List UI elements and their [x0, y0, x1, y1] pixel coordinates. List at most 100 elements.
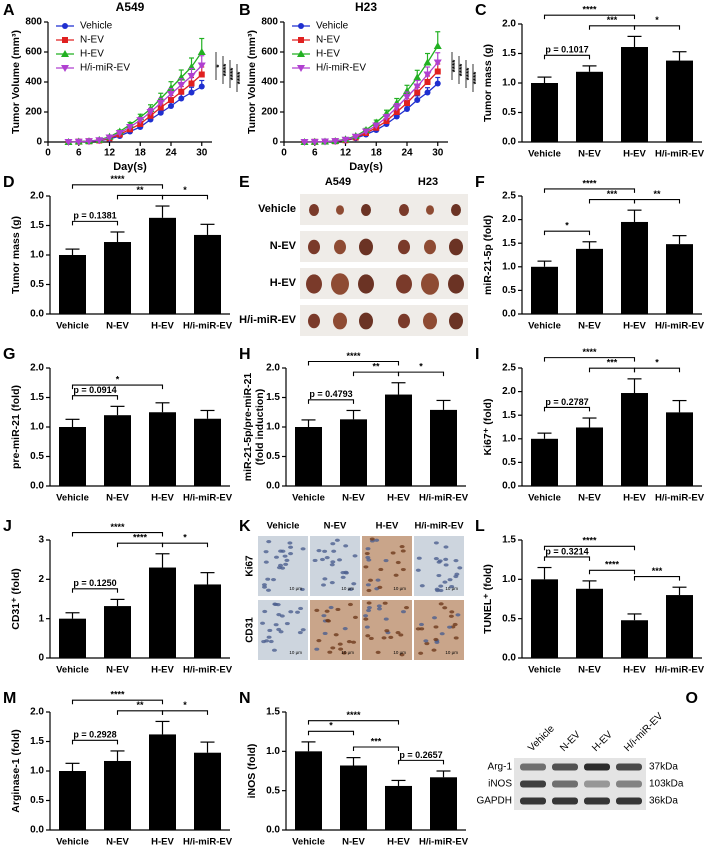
tumor: [424, 239, 436, 255]
tumor: [396, 274, 412, 294]
blot-band: [520, 797, 546, 805]
cell-nucleus: [375, 578, 381, 582]
significance-bracket: [543, 14, 636, 20]
bar: [430, 409, 457, 486]
y-tick-label: 2.0: [30, 363, 44, 374]
significance-bracket: [633, 198, 681, 204]
cell-nucleus: [263, 560, 269, 564]
cell-nucleus: [368, 636, 374, 641]
tumor: [451, 204, 461, 216]
significance-bracket: [588, 569, 636, 575]
cell-nucleus: [276, 613, 282, 617]
cell-nucleus: [337, 558, 343, 562]
y-tick-label: 1.5: [30, 392, 44, 403]
significance-bracket: [307, 730, 355, 736]
y-tick-label: 2.0: [502, 386, 516, 397]
y-tick-label: 2.0: [502, 19, 516, 30]
tumor: [423, 312, 437, 330]
legend-marker: [298, 37, 304, 43]
data-point: [424, 89, 431, 96]
bar: [621, 393, 648, 486]
bar: [385, 785, 412, 830]
data-point: [404, 106, 410, 112]
y-tick-label: 2.0: [30, 191, 44, 202]
column-label: Vehicle: [267, 521, 300, 532]
data-point: [105, 134, 114, 142]
blot-band: [520, 763, 546, 771]
cell-nucleus: [433, 541, 439, 545]
cell-nucleus: [393, 573, 399, 577]
y-tick-label: 0.0: [502, 653, 516, 664]
panel-letter: H: [239, 346, 251, 363]
cell-nucleus: [447, 625, 453, 629]
cell-nucleus: [284, 621, 290, 626]
cell-nucleus: [419, 584, 425, 588]
cell-nucleus: [388, 635, 394, 639]
y-tick-label: 0: [36, 137, 42, 148]
x-tick-label: Vehicle: [56, 493, 89, 504]
significance-label: *: [655, 15, 659, 25]
cell-nucleus: [340, 575, 346, 579]
x-tick-label: H/i-miR-EV: [419, 837, 469, 848]
cell-nucleus: [322, 577, 328, 581]
significance-label: p = 0.0914: [73, 385, 116, 395]
data-point: [136, 117, 145, 125]
significance-label: ****: [465, 67, 474, 80]
significance-label: ****: [346, 710, 361, 720]
data-point: [157, 109, 164, 116]
cell-nucleus: [262, 585, 268, 589]
significance-label: **: [372, 362, 380, 372]
significance-label: *: [329, 721, 333, 731]
x-axis-label: Day(s): [113, 161, 147, 173]
y-tick-label: 800: [261, 17, 278, 28]
bar: [295, 751, 322, 830]
cell-nucleus: [436, 560, 442, 564]
significance-label: ***: [652, 566, 663, 576]
cell-nucleus: [433, 557, 439, 561]
data-point: [423, 71, 432, 79]
panel-letter: B: [239, 2, 251, 19]
cell-nucleus: [400, 567, 406, 572]
significance-label: ***: [607, 189, 618, 199]
x-tick-label: N-EV: [106, 493, 129, 504]
cell-nucleus: [447, 578, 453, 582]
data-point: [331, 138, 340, 146]
column-label: H/i-miR-EV: [414, 521, 464, 532]
significance-label: ****: [229, 67, 238, 80]
cell-nucleus: [365, 634, 371, 638]
row-label: iNOS: [488, 779, 512, 790]
bar: [59, 427, 86, 486]
x-tick-label: H-EV: [387, 493, 410, 504]
tumor: [426, 205, 434, 215]
data-point: [392, 99, 401, 106]
cell-nucleus: [366, 588, 372, 593]
y-axis-label: Tumor Volume (mm³): [246, 30, 258, 134]
cell-nucleus: [376, 604, 382, 608]
y-tick-label: 0.0: [30, 825, 44, 836]
y-tick-label: 3: [38, 535, 44, 546]
scale-bar-label: 10 μm: [445, 586, 458, 591]
size-label: 37kDa: [649, 762, 678, 773]
tumor: [398, 239, 410, 255]
cell-nucleus: [287, 541, 293, 545]
cell-nucleus: [348, 587, 354, 591]
cell-nucleus: [377, 585, 383, 589]
significance-label: ****: [110, 174, 125, 184]
cell-nucleus: [316, 549, 322, 553]
scale-bar-label: 10 μm: [341, 586, 354, 591]
cell-nucleus: [443, 563, 449, 567]
legend-label: Vehicle: [80, 21, 113, 32]
cell-nucleus: [271, 578, 277, 582]
cell-nucleus: [342, 626, 348, 631]
data-point: [188, 89, 195, 96]
x-tick-label: 6: [76, 148, 82, 159]
significance-bracket: [543, 556, 591, 561]
bar: [385, 394, 412, 486]
y-tick-label: 0.5: [502, 457, 516, 468]
bar: [59, 255, 86, 314]
x-tick-label: N-EV: [578, 493, 601, 504]
y-axis-label: Tumor mass (g): [482, 44, 494, 122]
cell-nucleus: [298, 606, 304, 611]
y-tick-label: 200: [261, 107, 278, 118]
